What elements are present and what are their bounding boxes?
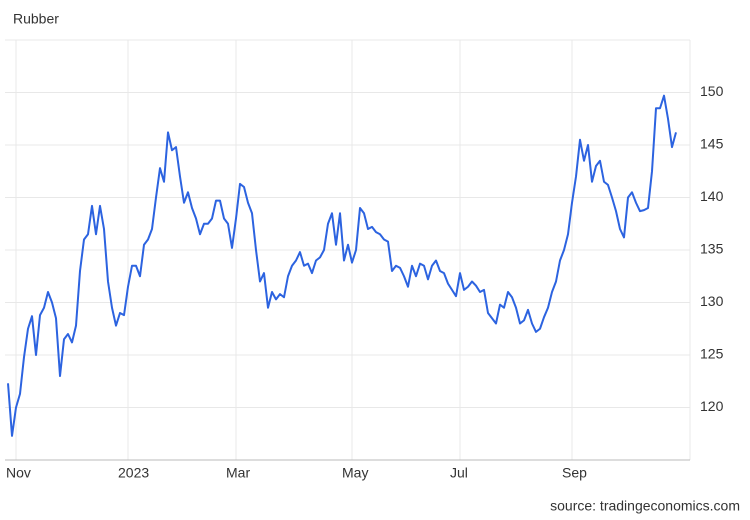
y-tick-label: 120 [700,398,724,414]
y-tick-label: 135 [700,241,724,257]
line [7,94,677,437]
x-tick-label: May [342,465,368,481]
y-tick-label: 125 [700,346,724,362]
x-tick-label: Jul [450,465,468,481]
x-tick-label: Nov [6,465,31,481]
y-tick-label: 140 [700,188,724,204]
x-tick-label: Sep [562,465,587,481]
source: source: tradingeconomics.com [550,498,740,514]
x-tick-label: 2023 [118,465,149,481]
y-tick-label: 150 [700,83,724,99]
y-tick-label: 145 [700,136,724,152]
y-tick-label: 130 [700,293,724,309]
x-tick-label: Mar [226,465,250,481]
chart-title: Rubber [13,11,59,27]
